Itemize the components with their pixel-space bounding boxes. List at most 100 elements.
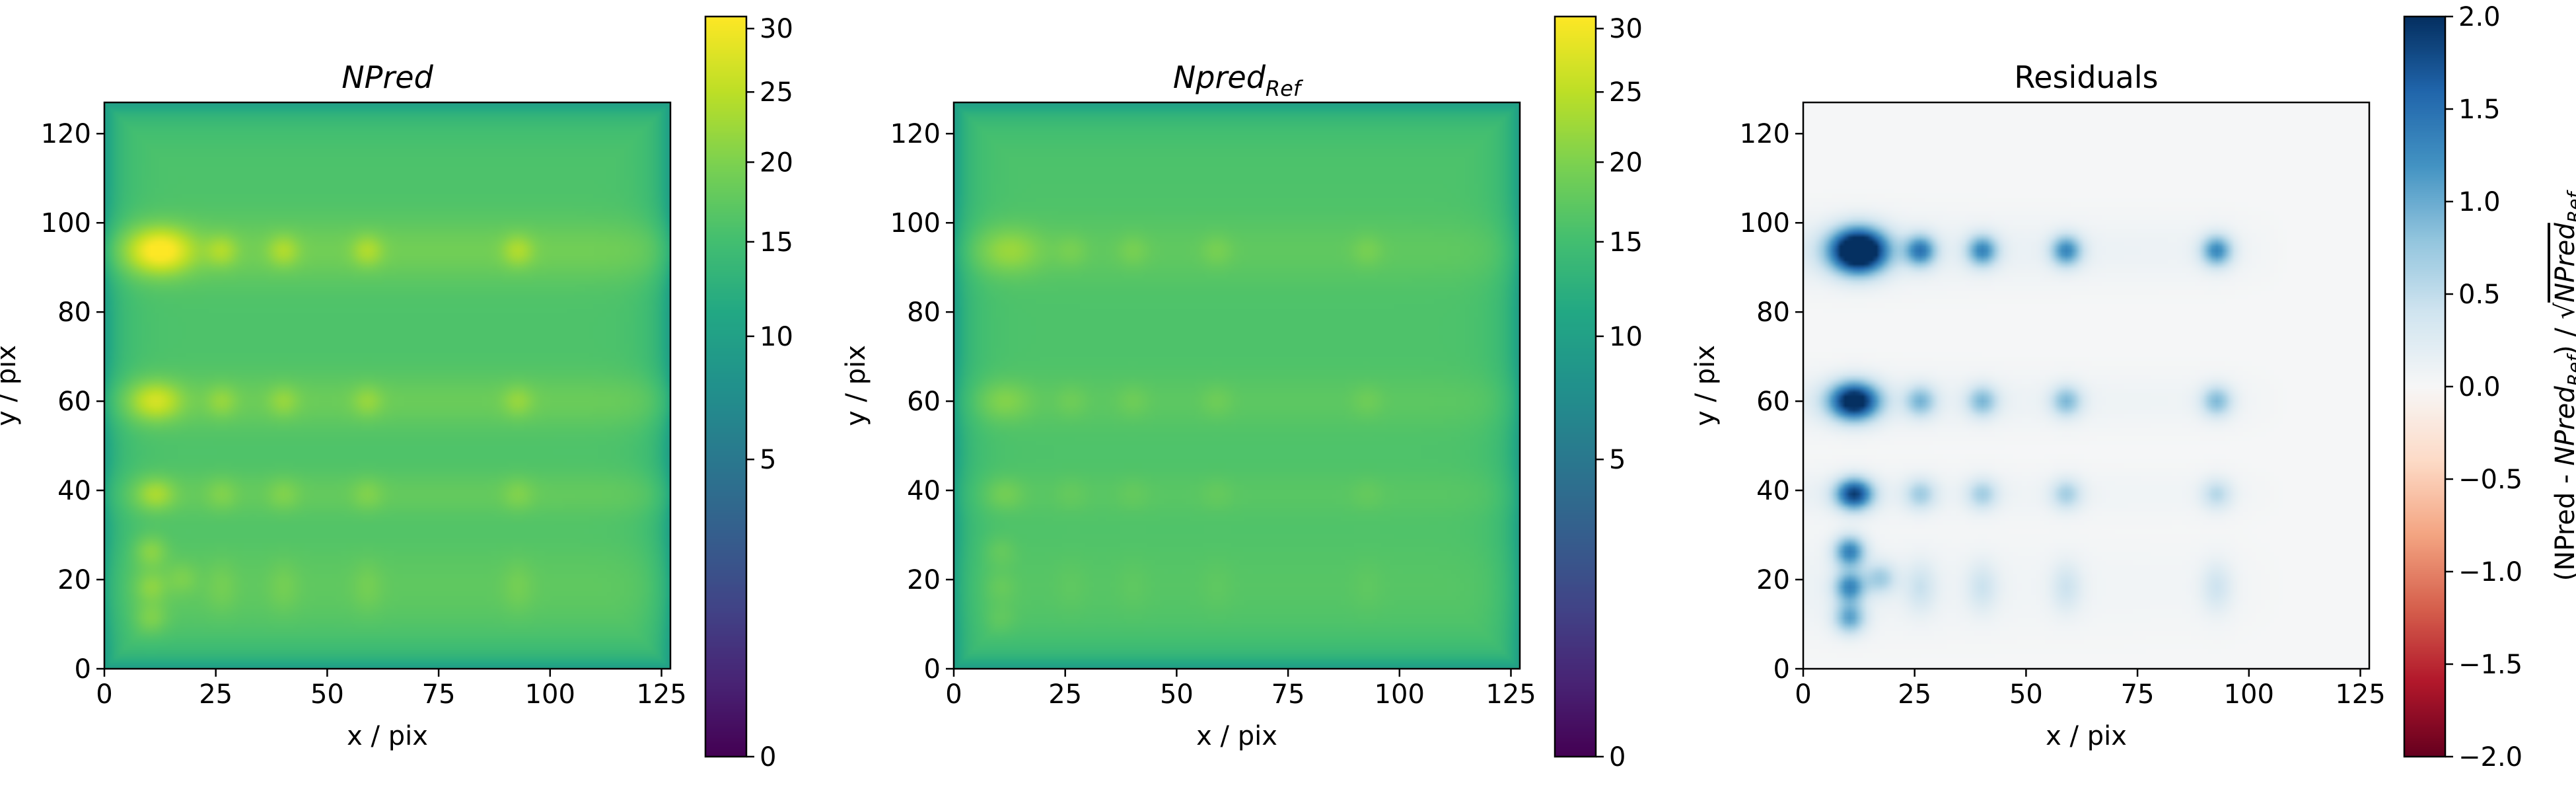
x-tick-label: 125	[2335, 679, 2385, 710]
y-tick-label: 120	[1740, 119, 1790, 149]
colorbar: 0 5 10 15 20 25 30	[704, 14, 793, 773]
colorbar-label-part: NPred	[2550, 223, 2576, 303]
x-tick-label: 50	[2009, 679, 2043, 710]
colorbar-frame	[704, 15, 748, 758]
heatmap-image	[104, 102, 670, 669]
colorbar-frame	[1554, 15, 1597, 758]
colorbar-label-part: ) / √	[2550, 302, 2576, 356]
colorbar-tick-label: −1.5	[2458, 650, 2522, 680]
y-tick-label: 80	[1756, 297, 1790, 328]
x-tick-label: 75	[422, 679, 456, 710]
y-tick-label: 100	[1740, 208, 1790, 239]
y-tick-label: 80	[907, 297, 941, 328]
colorbar-tick-label: 30	[760, 14, 793, 44]
colorbar-tick-label: 0.5	[2458, 280, 2501, 310]
colorbar-tick-label: 15	[1609, 227, 1643, 258]
y-tick-label: 60	[907, 387, 941, 417]
axes-frame	[952, 101, 1521, 670]
x-tick-label: 25	[1048, 679, 1082, 710]
x-tick-label: 100	[2224, 679, 2274, 710]
x-axis-label: x / pix	[1196, 721, 1277, 751]
colorbar-tick-label: 1.0	[2458, 187, 2501, 217]
colorbar-tick-label: 0.0	[2458, 372, 2501, 402]
colorbar: 0 5 10 15 20 25 30	[1554, 14, 1643, 773]
y-tick-label: 80	[57, 297, 91, 328]
colorbar: −2.0 −1.5 −1.0 −0.5 0.0 0.5 1.0 1.5 2.0 (NPred - …	[2403, 2, 2576, 773]
y-tick-label: 60	[1756, 387, 1790, 417]
colorbar-label: (NPred - NPredRef) / √NPredRef	[2550, 190, 2576, 582]
x-tick-label: 100	[525, 679, 575, 710]
y-tick-label: 20	[57, 565, 91, 595]
colorbar-tick-label: 5	[760, 445, 776, 475]
colorbar-gradient	[2404, 17, 2445, 757]
heatmap-image	[1803, 102, 2369, 669]
colorbar-tick-label: 20	[1609, 147, 1643, 178]
x-tick-label: 25	[199, 679, 233, 710]
y-tick-label: 120	[41, 119, 91, 149]
y-axis-label: y / pix	[1690, 345, 1721, 426]
panel-title-text: Residuals	[2014, 59, 2158, 95]
panel-title: Residuals	[2014, 59, 2158, 95]
x-tick-label: 0	[96, 679, 112, 710]
axes-frame	[1802, 101, 2371, 670]
colorbar-tick-label: 30	[1609, 14, 1643, 44]
colorbar-tick-label: 25	[760, 77, 793, 108]
colorbar-gradient	[1555, 17, 1596, 757]
colorbar-tick-label: −0.5	[2458, 465, 2522, 495]
colorbar-label-part: Ref	[2563, 353, 2576, 387]
colorbar-tick-label: 5	[1609, 445, 1626, 475]
colorbar-tick-label: 25	[1609, 77, 1643, 108]
colorbar-label-part: NPred	[2550, 386, 2576, 466]
x-tick-label: 50	[1160, 679, 1194, 710]
x-tick-label: 50	[310, 679, 344, 710]
y-tick-label: 0	[924, 654, 941, 685]
colorbar-tick-label: 0	[760, 742, 776, 773]
x-axis-label: x / pix	[347, 721, 428, 751]
y-tick-label: 0	[75, 654, 91, 685]
panel-title: NPred	[341, 59, 433, 95]
colorbar-tick-label: −2.0	[2458, 742, 2522, 773]
colorbar-label-part: (NPred -	[2550, 466, 2576, 581]
y-tick-label: 0	[1773, 654, 1790, 685]
x-tick-label: 25	[1898, 679, 1931, 710]
panel-3: Residuals 0 25 50 75 100 125 0 20 40 60 80 100 120 x /…	[1690, 2, 2576, 773]
panel-title-text: Npred	[1173, 59, 1266, 95]
colorbar-tick-label: 10	[1609, 322, 1643, 352]
y-tick-label: 120	[890, 119, 941, 149]
y-tick-label: 100	[890, 208, 941, 239]
y-tick-label: 60	[57, 387, 91, 417]
x-tick-label: 100	[1375, 679, 1425, 710]
y-tick-label: 40	[57, 476, 91, 506]
axes-frame	[103, 101, 672, 670]
y-tick-label: 40	[1756, 476, 1790, 506]
y-axis-label: y / pix	[0, 345, 22, 426]
panel-title: NpredRef	[1173, 59, 1304, 101]
y-tick-label: 40	[907, 476, 941, 506]
x-tick-label: 75	[2121, 679, 2155, 710]
y-tick-label: 20	[907, 565, 941, 595]
colorbar-tick-label: 2.0	[2458, 2, 2501, 32]
x-axis-label: x / pix	[2046, 721, 2127, 751]
x-tick-label: 0	[1795, 679, 1811, 710]
colorbar-tick-label: 20	[760, 147, 793, 178]
x-tick-label: 75	[1271, 679, 1305, 710]
y-axis-label: y / pix	[841, 345, 871, 426]
colorbar-gradient	[705, 17, 746, 757]
colorbar-tick-label: −1.0	[2458, 557, 2522, 587]
colorbar-tick-label: 15	[760, 227, 793, 258]
colorbar-tick-label: 1.5	[2458, 94, 2501, 125]
y-tick-label: 100	[41, 208, 91, 239]
heatmap-image	[954, 102, 1520, 669]
x-tick-label: 125	[636, 679, 686, 710]
x-tick-label: 125	[1485, 679, 1536, 710]
colorbar-tick-label: 0	[1609, 742, 1626, 773]
x-tick-label: 0	[945, 679, 962, 710]
panel-title-subscript: Ref	[1266, 76, 1304, 101]
colorbar-tick-label: 10	[760, 322, 793, 352]
panel-title-text: NPred	[341, 59, 433, 95]
y-tick-label: 20	[1756, 565, 1790, 595]
colorbar-label-part: Ref	[2563, 190, 2576, 223]
